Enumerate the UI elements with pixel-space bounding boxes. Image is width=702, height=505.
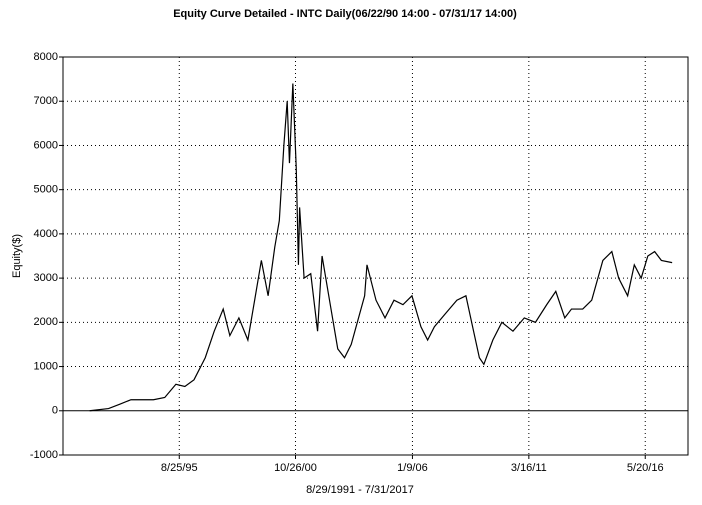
y-axis-label: Equity($) — [11, 234, 23, 278]
y-tick-label: 1000 — [34, 360, 58, 372]
x-tick-label: 3/16/11 — [511, 462, 547, 474]
y-tick-label: 6000 — [34, 139, 58, 151]
y-tick-label: 3000 — [34, 272, 58, 284]
x-tick-label: 1/9/06 — [397, 462, 428, 474]
equity-line — [89, 83, 673, 412]
y-tick-label: 0 — [52, 405, 58, 417]
x-tick-label: 8/25/95 — [161, 462, 198, 474]
chart-title: Equity Curve Detailed - INTC Daily(06/22… — [173, 8, 517, 20]
y-tick-label: -1000 — [30, 449, 58, 461]
y-tick-label: 7000 — [34, 95, 58, 107]
y-tick-label: 2000 — [34, 316, 58, 328]
y-tick-label: 4000 — [34, 228, 58, 240]
y-tick-label: 8000 — [34, 51, 58, 63]
x-axis-label: 8/29/1991 - 7/31/2017 — [306, 484, 414, 496]
x-tick-label: 5/20/16 — [627, 462, 664, 474]
plot-area — [62, 56, 689, 456]
x-tick-label: 10/26/00 — [274, 462, 317, 474]
y-tick-label: 5000 — [34, 184, 58, 196]
